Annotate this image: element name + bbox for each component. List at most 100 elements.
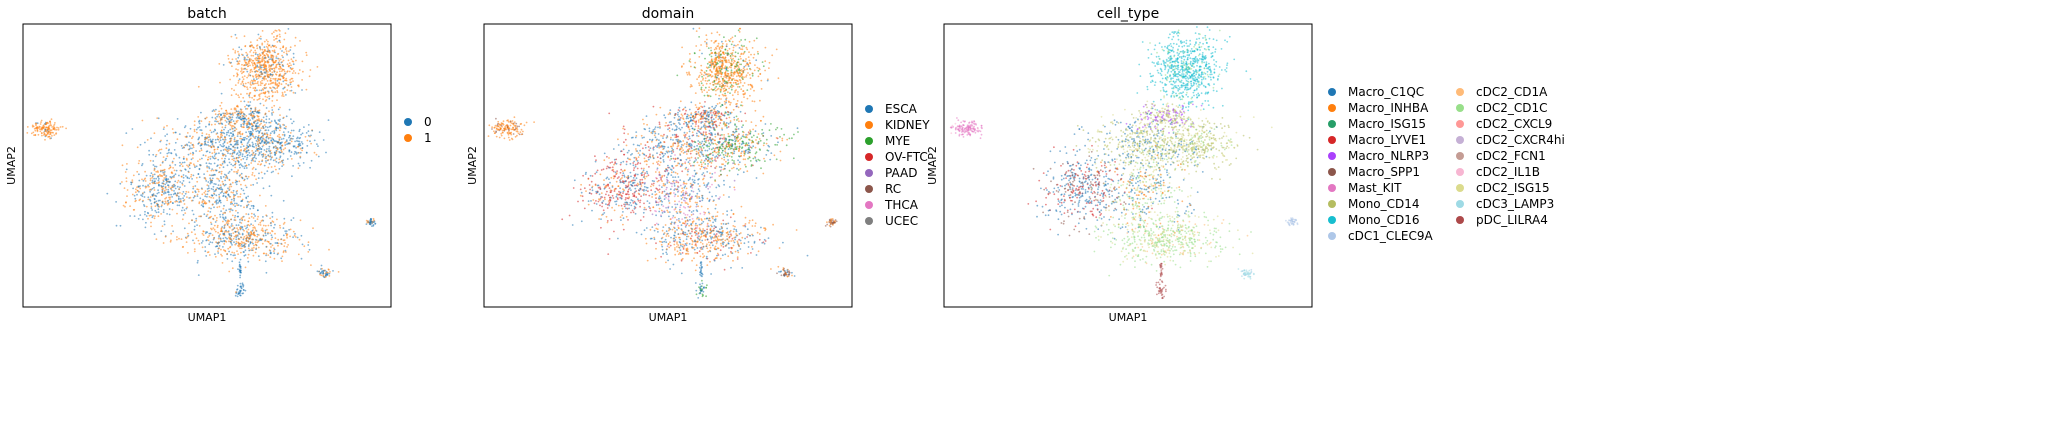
data-point <box>261 43 264 46</box>
data-point <box>722 153 725 156</box>
data-point <box>260 127 263 129</box>
data-point <box>254 215 256 217</box>
data-point <box>776 144 778 146</box>
data-point <box>240 69 243 71</box>
data-point <box>247 220 250 223</box>
data-point <box>179 198 182 200</box>
data-point <box>223 160 226 163</box>
data-point <box>272 147 275 149</box>
data-point <box>701 75 703 78</box>
data-point <box>184 169 187 171</box>
data-point <box>639 149 641 152</box>
data-point <box>262 224 265 227</box>
data-point <box>263 54 266 57</box>
data-point <box>715 89 717 92</box>
data-point <box>150 137 152 140</box>
data-point <box>204 190 207 193</box>
data-point <box>688 130 691 133</box>
data-point <box>657 163 659 165</box>
data-point <box>738 63 741 66</box>
data-point <box>211 203 214 206</box>
data-point <box>192 135 194 138</box>
data-point <box>757 52 759 55</box>
data-point <box>259 35 262 38</box>
data-point <box>275 126 277 129</box>
data-point <box>679 128 682 131</box>
data-point <box>249 74 252 77</box>
data-point <box>273 131 276 134</box>
data-point <box>241 218 244 221</box>
data-point <box>153 233 156 236</box>
data-point <box>243 59 246 62</box>
data-point <box>264 153 267 156</box>
data-point <box>242 145 245 148</box>
data-point <box>667 113 670 116</box>
data-point <box>718 83 721 86</box>
data-point <box>666 151 669 154</box>
data-point <box>278 168 281 170</box>
data-point <box>179 186 181 189</box>
data-point <box>298 130 301 133</box>
data-point <box>227 54 230 57</box>
data-point <box>277 119 280 122</box>
data-point <box>256 143 259 145</box>
data-point <box>196 131 198 134</box>
data-point <box>172 167 175 169</box>
data-point <box>714 129 716 132</box>
data-point <box>164 192 167 195</box>
data-point <box>226 142 229 144</box>
data-point <box>181 193 184 195</box>
data-point <box>249 45 252 48</box>
data-point <box>718 85 721 88</box>
data-point <box>231 116 234 119</box>
data-point <box>721 45 724 48</box>
data-point <box>250 200 252 203</box>
data-point <box>259 146 261 149</box>
data-point <box>229 245 232 248</box>
data-point <box>635 148 637 150</box>
data-point <box>265 115 268 118</box>
data-point <box>261 132 264 135</box>
data-point <box>261 219 264 222</box>
data-point <box>738 68 741 70</box>
data-point <box>649 138 651 141</box>
data-point <box>682 144 685 147</box>
data-point <box>702 77 705 80</box>
data-point <box>252 246 255 249</box>
data-point <box>284 48 287 51</box>
data-point <box>299 40 301 42</box>
data-point <box>141 163 144 165</box>
data-point <box>271 156 274 159</box>
data-point <box>175 154 178 157</box>
data-point <box>240 118 243 121</box>
data-point <box>174 192 177 195</box>
data-point <box>139 198 142 201</box>
data-point <box>272 170 274 173</box>
data-point <box>764 69 766 72</box>
data-point <box>124 205 126 208</box>
x-axis-label: UMAP1 <box>188 311 227 324</box>
data-point <box>255 139 258 142</box>
data-point <box>40 119 43 122</box>
data-point <box>678 115 680 118</box>
data-point <box>768 61 771 64</box>
data-point <box>176 118 179 120</box>
data-point <box>743 60 745 63</box>
data-point <box>716 72 719 75</box>
data-point <box>187 165 190 168</box>
data-point <box>239 258 242 261</box>
data-point <box>275 66 278 69</box>
data-point <box>237 229 240 231</box>
data-point <box>258 53 261 55</box>
data-point <box>178 188 181 190</box>
data-point <box>229 140 232 143</box>
data-point <box>638 144 641 147</box>
data-point <box>723 80 726 83</box>
data-point <box>179 192 181 194</box>
data-point <box>227 58 230 60</box>
data-point <box>209 129 212 132</box>
data-point <box>701 91 704 93</box>
data-point <box>681 115 684 117</box>
data-point <box>292 165 294 167</box>
data-point <box>708 61 710 63</box>
